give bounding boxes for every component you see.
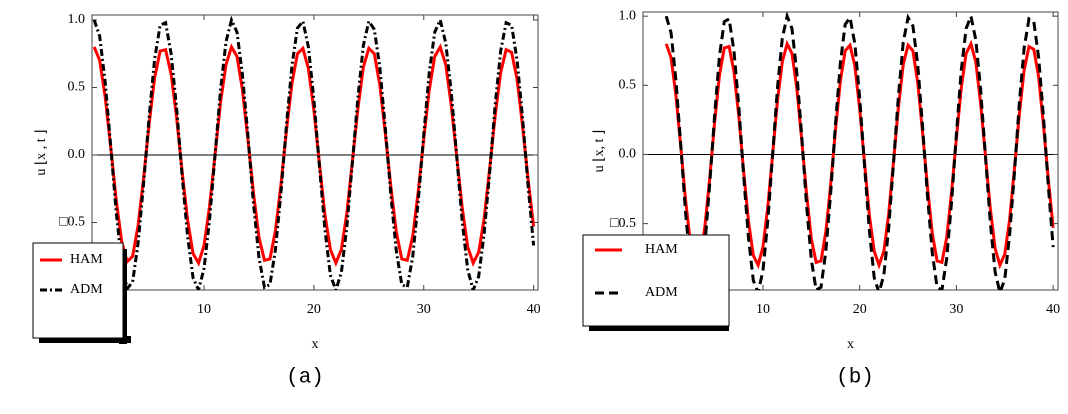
legend-label: ADM: [70, 282, 103, 297]
plot-frame: [642, 11, 1059, 291]
x-tick-label: 30: [417, 302, 431, 317]
y-tick-label: 0.5: [68, 80, 86, 95]
chart: □0.5 0.0 0.5 1.0 10 20 30 40 x u ⌊x , t ⌋ HAM ADM (a…: [32, 12, 541, 390]
y-axis-label: u ⌊x, t ⌋: [592, 130, 607, 173]
legend-shadow: [589, 324, 729, 331]
x-tick-label: 40: [527, 302, 541, 317]
x-tick-label: 20: [853, 302, 867, 317]
y-tick-label: □0.5: [610, 216, 636, 231]
caption: (a): [286, 367, 324, 390]
x-axis-label: x: [312, 337, 319, 352]
series-line: [92, 15, 536, 290]
y-tick-label: 1.0: [619, 8, 637, 23]
x-tick-label: 20: [307, 302, 321, 317]
y-tick-label: 0.0: [619, 147, 637, 162]
x-tick-label: 10: [197, 302, 211, 317]
x-tick-label: 30: [949, 302, 963, 317]
x-axis-label: x: [847, 337, 854, 352]
caption: (b): [836, 367, 874, 390]
y-tick-label: 0.5: [619, 78, 637, 93]
legend-label: HAM: [645, 242, 678, 257]
legend-label: HAM: [70, 252, 103, 267]
legend-shadow: [39, 336, 131, 343]
y-axis-label: u ⌊x , t ⌋: [34, 129, 49, 175]
x-tick-label: 10: [756, 302, 770, 317]
y-tick-label: □0.5: [59, 215, 85, 230]
plot-frame: [91, 14, 539, 291]
y-tick-label: 1.0: [68, 12, 86, 27]
x-tick-label: 40: [1046, 302, 1060, 317]
legend-label: ADM: [645, 285, 678, 300]
chart: □0.5 0.0 0.5 1.0 10 20 30 40 x u ⌊x, t ⌋ HAM ADM (b): [582, 8, 1060, 390]
series-line: [664, 12, 1055, 290]
y-tick-label: 0.0: [68, 147, 86, 162]
